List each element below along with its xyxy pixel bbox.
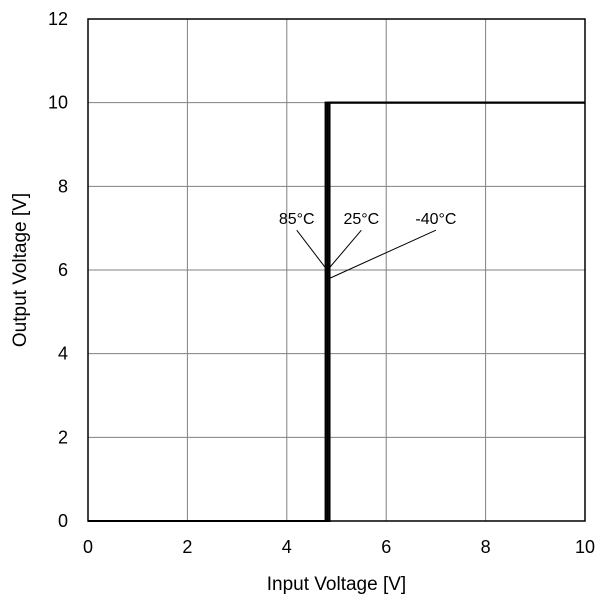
y-tick-label: 4: [58, 344, 68, 364]
y-tick-label: 8: [58, 176, 68, 196]
annotation-leader: [329, 229, 437, 279]
x-tick-label: 10: [575, 537, 595, 557]
x-tick-label: 8: [481, 537, 491, 557]
x-tick-label: 2: [182, 537, 192, 557]
y-tick-label: 2: [58, 427, 68, 447]
x-tick-labels: 0 2 4 6 8 10: [83, 537, 595, 557]
y-tick-label: 6: [58, 260, 68, 280]
annotation-leader: [327, 229, 362, 271]
annotation-label: -40°C: [415, 211, 456, 228]
y-tick-label: 0: [58, 511, 68, 531]
y-tick-label: 10: [48, 93, 68, 113]
y-axis-label: Output Voltage [V]: [10, 193, 31, 347]
y-tick-labels: 0 2 4 6 8 10 12: [48, 9, 68, 531]
x-tick-label: 4: [282, 537, 292, 557]
series-line-2: [88, 101, 585, 522]
series-group: [88, 101, 585, 522]
annotation-label: 25°C: [343, 211, 379, 228]
annotation-leader: [296, 229, 326, 269]
series-line-1: [88, 101, 585, 522]
annotation-label: 85°C: [279, 211, 315, 228]
series-line-0: [88, 101, 585, 522]
plot-frame: [87, 18, 586, 522]
x-axis-label: Input Voltage [V]: [267, 574, 406, 595]
x-tick-label: 6: [381, 537, 391, 557]
grid: [87, 18, 586, 522]
annotations: 85°C 25°C -40°C: [279, 211, 456, 279]
x-tick-label: 0: [83, 537, 93, 557]
y-tick-label: 12: [48, 9, 68, 29]
